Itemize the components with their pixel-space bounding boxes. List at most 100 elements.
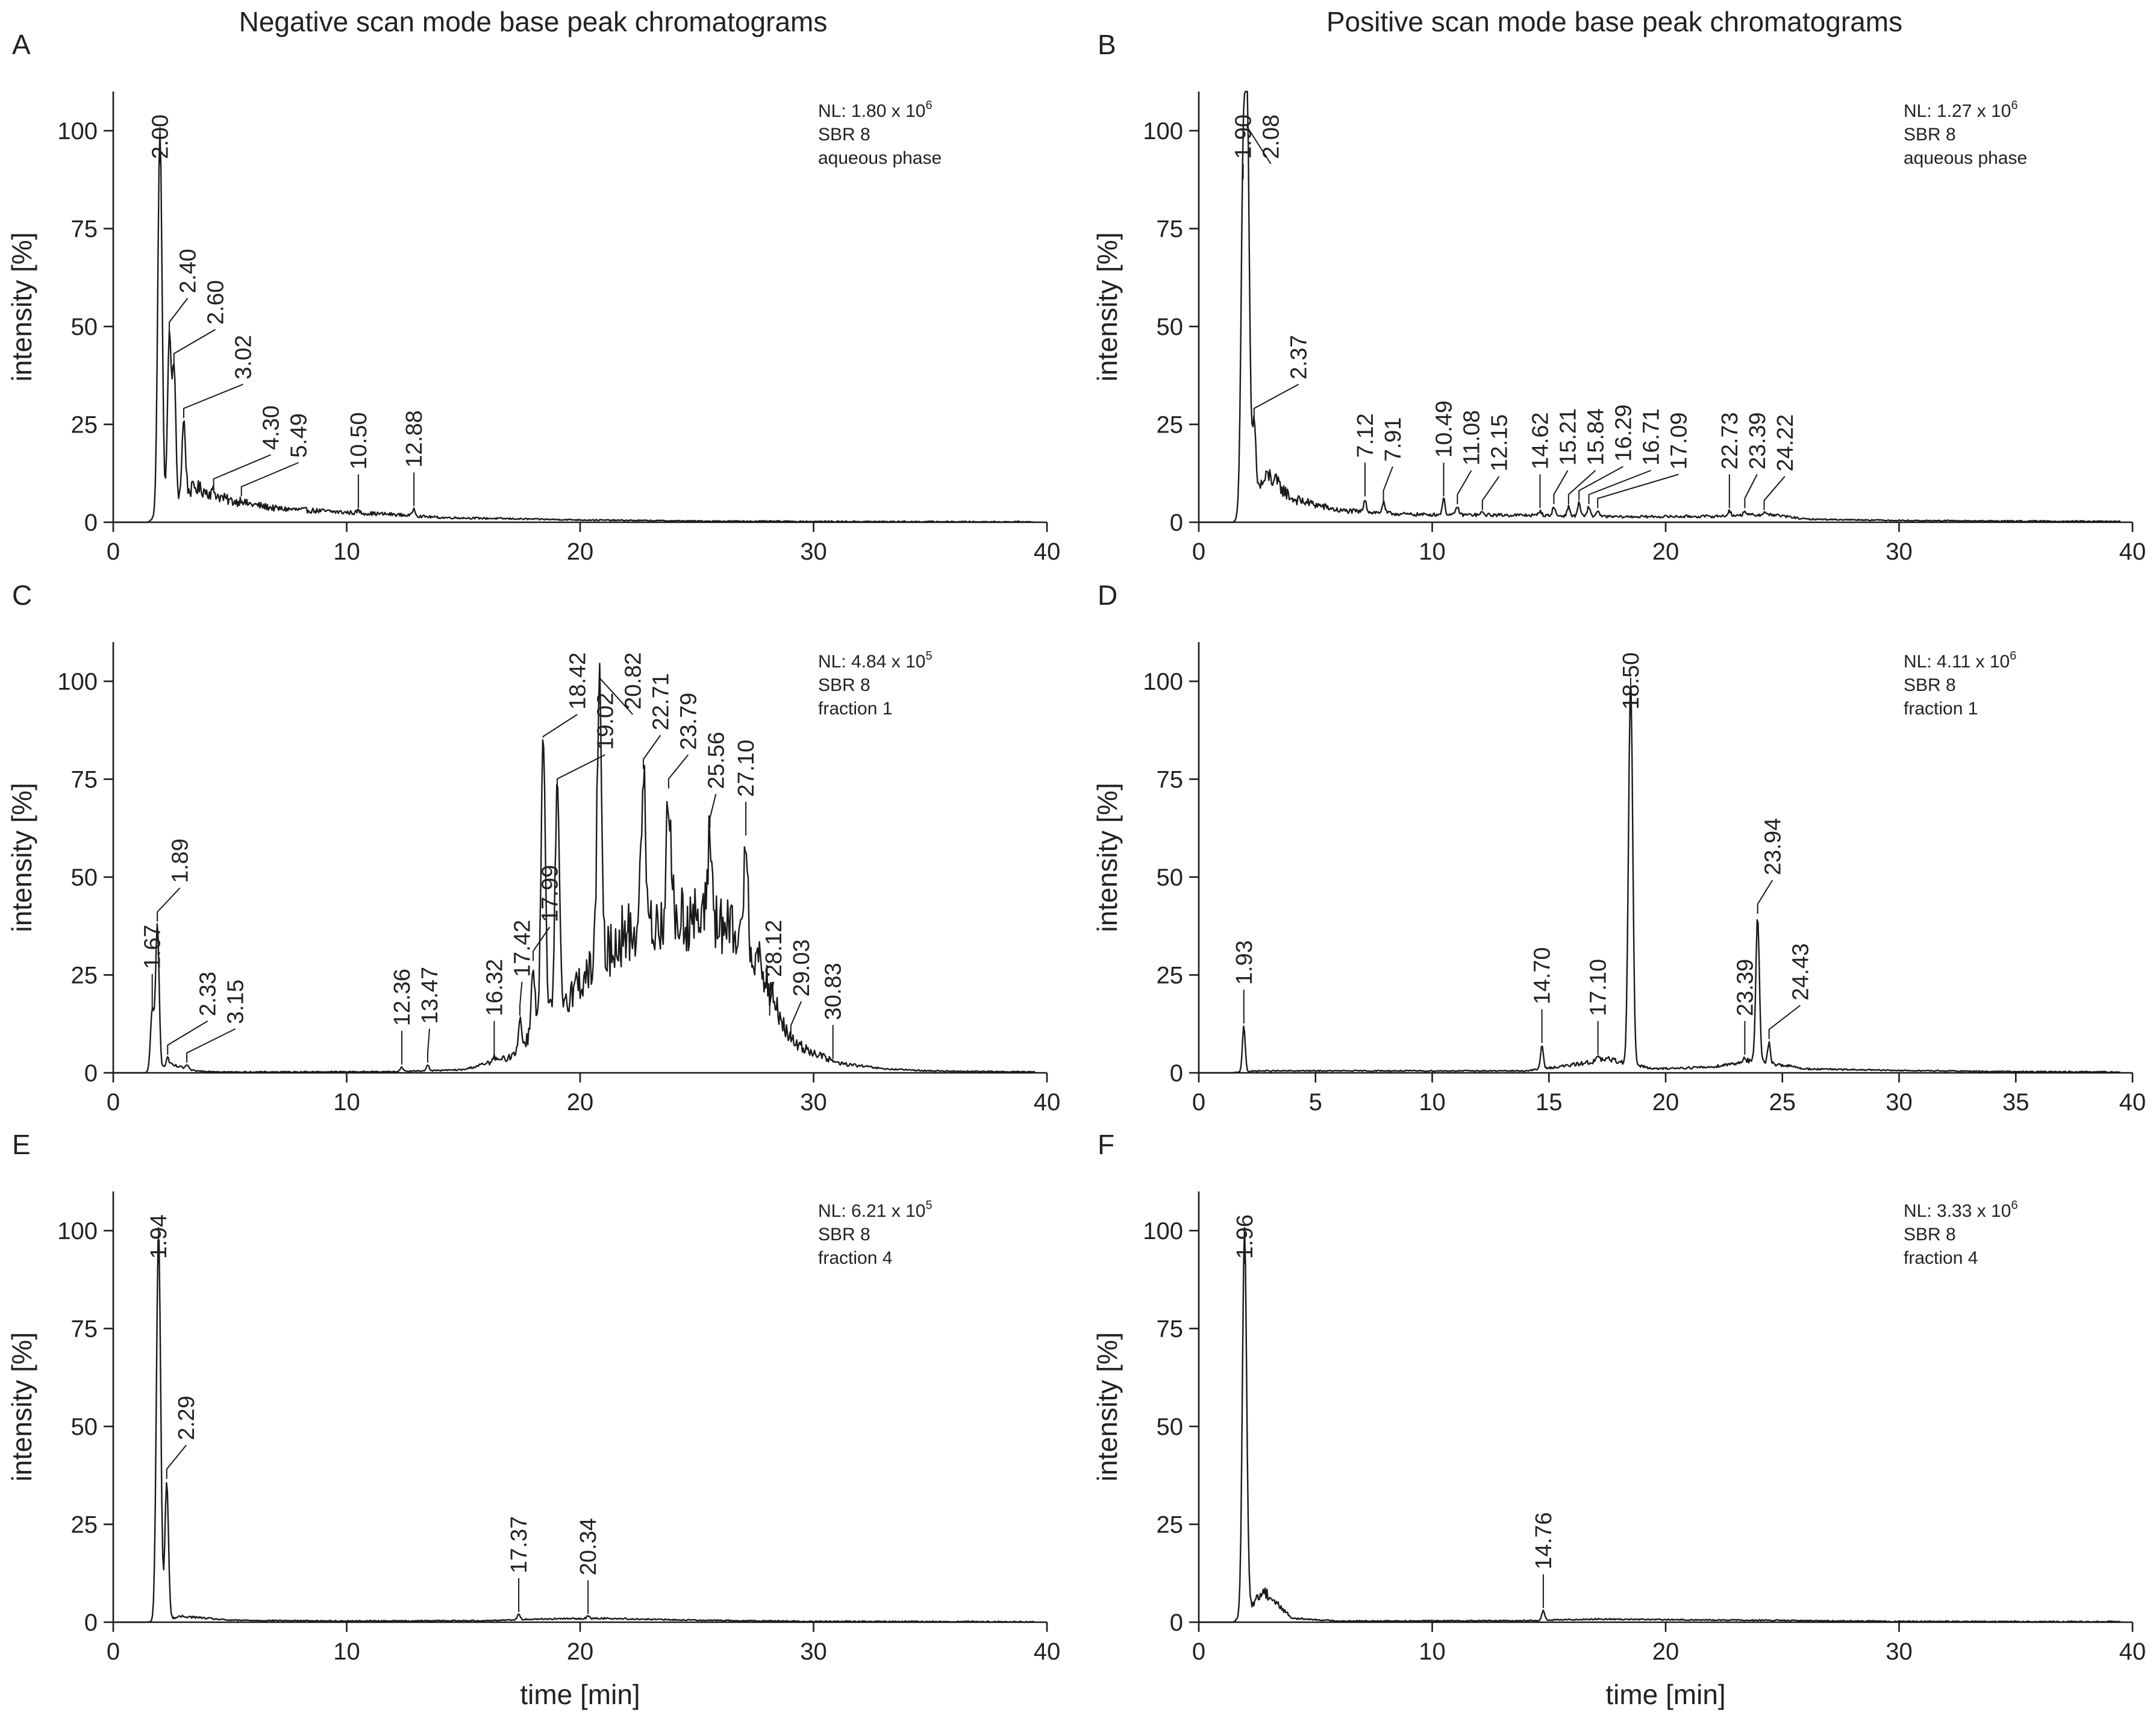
- peak-label-e: 2.29: [174, 1396, 199, 1440]
- y-tick-label-a: 25: [71, 412, 98, 439]
- peak-label-c: 16.32: [482, 959, 507, 1016]
- panel-d: D 0 5 10 15 20 25 30 35 40 0 25 50 75 100 intensity [%]…: [1092, 579, 2146, 1116]
- peak-leader-b: [1383, 466, 1393, 501]
- x-tick-label-f: 10: [1419, 1638, 1446, 1665]
- peak-leader-d: [1757, 879, 1773, 914]
- y-tick-label-f: 50: [1157, 1414, 1184, 1440]
- y-axis-label-f: intensity [%]: [1092, 1332, 1123, 1482]
- y-axis-label-b: intensity [%]: [1092, 233, 1123, 382]
- x-tick-label-b: 20: [1652, 539, 1679, 565]
- nl-exponent-b: 6: [2011, 99, 2017, 112]
- peak-leader-c: [157, 887, 181, 922]
- peak-leader-a: [173, 329, 216, 363]
- sample-label-f: SBR 8: [1904, 1225, 1956, 1245]
- peak-label-d: 1.93: [1232, 940, 1257, 985]
- peak-label-a: 2.60: [204, 280, 229, 325]
- peak-label-a: 12.88: [402, 410, 427, 467]
- nl-exponent-d: 6: [2010, 649, 2016, 663]
- peak-label-c: 18.42: [565, 652, 590, 710]
- x-tick-label-c: 30: [800, 1089, 827, 1116]
- nl-value-c: NL: 4.84 x 105: [818, 649, 933, 672]
- peak-leader-a: [183, 384, 243, 418]
- x-tick-label-e: 20: [567, 1638, 594, 1665]
- peak-leader-b: [1246, 125, 1272, 164]
- peak-label-c: 23.79: [676, 693, 701, 750]
- x-tick-label-a: 20: [567, 539, 594, 565]
- x-tick-label-a: 0: [107, 539, 120, 565]
- x-tick-label-b: 30: [1886, 539, 1913, 565]
- y-tick-label-c: 50: [71, 864, 98, 891]
- phase-label-c: fraction 1: [818, 699, 892, 719]
- y-tick-label-d: 75: [1157, 767, 1184, 793]
- sample-label-e: SBR 8: [818, 1225, 870, 1245]
- peak-label-a: 4.30: [259, 405, 284, 450]
- peak-label-a: 10.50: [346, 412, 372, 469]
- peak-leader-c: [519, 981, 523, 1016]
- peak-label-b: 1.90: [1231, 114, 1257, 159]
- phase-label-d: fraction 1: [1904, 699, 1978, 719]
- y-tick-label-e: 25: [71, 1512, 98, 1538]
- peak-label-c: 22.71: [648, 673, 673, 730]
- peak-label-c: 17.42: [510, 920, 535, 977]
- peak-label-c: 27.10: [734, 740, 759, 797]
- x-tick-label-b: 40: [2119, 539, 2146, 565]
- nl-value-d: NL: 4.11 x 106: [1904, 649, 2016, 672]
- peak-leader-a: [240, 462, 299, 496]
- peak-label-a: 5.49: [287, 413, 312, 458]
- x-axis-label-f: time [min]: [1605, 1679, 1725, 1710]
- y-tick-label-a: 50: [71, 314, 98, 340]
- peak-label-d: 17.10: [1586, 959, 1611, 1016]
- x-tick-label-c: 40: [1034, 1089, 1061, 1116]
- peak-label-a: 2.00: [148, 114, 173, 159]
- y-tick-label-e: 75: [71, 1316, 98, 1343]
- y-tick-label-f: 25: [1157, 1512, 1184, 1538]
- panel-letter-d: D: [1098, 579, 1117, 611]
- nl-value-e: NL: 6.21 x 105: [818, 1199, 933, 1221]
- peak-leader-b: [1763, 476, 1786, 510]
- peak-leader-e: [166, 1444, 187, 1479]
- peak-leader-b: [1597, 473, 1679, 508]
- peak-label-c: 17.99: [537, 865, 563, 922]
- peak-label-b: 24.22: [1773, 414, 1798, 472]
- peak-leader-c: [790, 1001, 802, 1035]
- peak-label-c: 1.67: [140, 925, 166, 969]
- x-tick-label-f: 30: [1886, 1638, 1913, 1665]
- sample-label-b: SBR 8: [1904, 125, 1956, 145]
- peak-leader-b: [1588, 470, 1651, 504]
- peak-leader-b: [1553, 470, 1569, 504]
- peak-leader-b: [1481, 476, 1500, 510]
- y-tick-label-f: 75: [1157, 1316, 1184, 1343]
- panel-letter-c: C: [12, 579, 32, 611]
- panel-a: A 0 10 20 30 40 0 25 50 75 100 intensity [%] NL: 1.8…: [6, 29, 1060, 565]
- peak-label-b: 17.09: [1667, 412, 1692, 469]
- y-tick-label-c: 100: [57, 669, 98, 695]
- left-column-title: Negative scan mode base peak chromatogra…: [239, 6, 828, 37]
- panel-letter-f: F: [1098, 1129, 1114, 1160]
- peak-label-d: 14.70: [1530, 947, 1555, 1004]
- trace-d: [1199, 689, 2121, 1074]
- y-tick-label-d: 50: [1157, 864, 1184, 891]
- y-tick-label-b: 25: [1157, 412, 1184, 439]
- y-tick-label-b: 100: [1143, 118, 1183, 145]
- trace-b: [1199, 90, 2121, 523]
- x-tick-label-c: 0: [107, 1089, 120, 1116]
- peak-leader-c: [427, 1028, 430, 1063]
- peak-label-d: 24.43: [1788, 943, 1813, 1001]
- y-tick-label-e: 100: [57, 1218, 98, 1245]
- peak-label-c: 12.36: [390, 969, 415, 1026]
- peak-label-c: 28.12: [761, 920, 787, 977]
- panel-c: C 0 10 20 30 40 0 25 50 75 100 intensity [%] NL: 4.8…: [6, 579, 1060, 1116]
- x-tick-label-e: 40: [1034, 1638, 1061, 1665]
- x-tick-label-b: 0: [1192, 539, 1205, 565]
- y-tick-label-d: 100: [1143, 669, 1183, 695]
- x-tick-label-d: 30: [1886, 1089, 1913, 1116]
- peak-leader-c: [709, 793, 717, 828]
- phase-label-f: fraction 4: [1904, 1248, 1978, 1268]
- peak-leader-c: [769, 981, 775, 1016]
- x-tick-label-f: 40: [2119, 1638, 2146, 1665]
- x-tick-label-d: 0: [1192, 1089, 1205, 1116]
- y-tick-label-a: 75: [71, 216, 98, 243]
- sample-label-a: SBR 8: [818, 125, 870, 145]
- x-tick-label-e: 10: [333, 1638, 360, 1665]
